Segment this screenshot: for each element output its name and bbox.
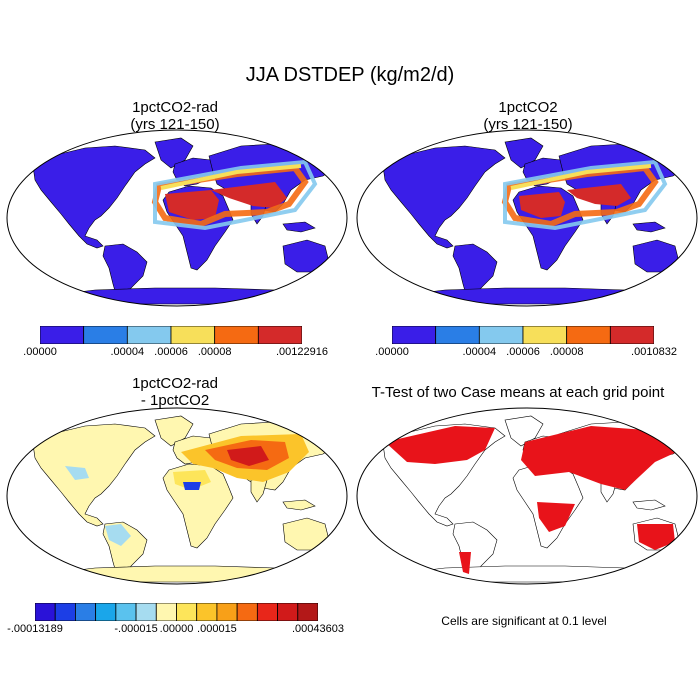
cb3-swatch bbox=[216, 603, 238, 621]
cb3-swatch bbox=[236, 603, 258, 621]
cb1-tick-label: .00004 bbox=[110, 346, 145, 358]
cb3-tick-label: .00043603 bbox=[292, 623, 344, 635]
map-panel-2 bbox=[356, 129, 698, 307]
main-title: JJA DSTDEP (kg/m2/d) bbox=[245, 64, 455, 86]
panel-3-title: 1pctCO2-rad - 1pctCO2 bbox=[45, 375, 305, 409]
cb3-swatch bbox=[135, 603, 157, 621]
cb3-swatch bbox=[35, 603, 56, 621]
cb3-swatch bbox=[155, 603, 177, 621]
map-panel-1 bbox=[6, 129, 348, 307]
cb3-tick-label: .000015 bbox=[197, 623, 237, 635]
cb2-swatch bbox=[478, 326, 524, 344]
cb2-tick-label: .00006 bbox=[506, 346, 540, 358]
panel-3-title-line1: 1pctCO2-rad bbox=[132, 375, 218, 392]
cb2-tick-label: .00004 bbox=[462, 346, 497, 358]
cb2-swatch bbox=[392, 326, 437, 344]
colorbar-3 bbox=[35, 603, 318, 621]
colorbar-1 bbox=[40, 326, 302, 344]
cb1-tick-label: .00006 bbox=[154, 346, 188, 358]
cb1-swatch bbox=[170, 326, 216, 344]
cb3-tick-label: .00000 bbox=[159, 623, 194, 635]
significance-note: Cells are significant at 0.1 level bbox=[441, 614, 607, 628]
panel-4-title-line1: T-Test of two Case means at each grid po… bbox=[371, 384, 665, 401]
cb3-swatch bbox=[297, 603, 318, 621]
cb2-tick-label: .00000 bbox=[375, 346, 409, 358]
map-panel-4 bbox=[356, 407, 698, 585]
cb3-swatch bbox=[95, 603, 117, 621]
cb1-tick-label: .00122916 bbox=[276, 346, 328, 358]
cb2-swatch bbox=[609, 326, 654, 344]
panel-4-title: T-Test of two Case means at each grid po… bbox=[348, 384, 688, 401]
cb1-swatch bbox=[40, 326, 85, 344]
panel-1-title: 1pctCO2-rad (yrs 121-150) bbox=[45, 99, 305, 133]
colorbar-2 bbox=[392, 326, 654, 344]
cb3-swatch bbox=[196, 603, 218, 621]
cb1-tick-label: .00000 bbox=[23, 346, 57, 358]
panel-1-title-line1: 1pctCO2-rad bbox=[132, 99, 218, 116]
cb1-swatch bbox=[214, 326, 259, 344]
cb3-swatch bbox=[256, 603, 278, 621]
cb3-swatch bbox=[54, 603, 76, 621]
cb2-swatch bbox=[522, 326, 568, 344]
cb2-swatch bbox=[435, 326, 480, 344]
cb3-swatch bbox=[277, 603, 299, 621]
cb1-tick-label: .00008 bbox=[197, 346, 232, 358]
panel-2-title: 1pctCO2 (yrs 121-150) bbox=[398, 99, 658, 133]
cb3-tick-label: -.000015 bbox=[114, 623, 158, 635]
panel-2-title-line1: 1pctCO2 bbox=[498, 99, 558, 116]
cb1-swatch bbox=[257, 326, 302, 344]
cb3-swatch bbox=[75, 603, 97, 621]
cb1-swatch bbox=[83, 326, 128, 344]
cb3-tick-label: -.00013189 bbox=[7, 623, 63, 635]
cb1-swatch bbox=[126, 326, 172, 344]
panel-1-title-line2: (yrs 121-150) bbox=[130, 116, 220, 133]
panel-3-title-line2: - 1pctCO2 bbox=[140, 392, 210, 409]
cb2-tick-label: .00008 bbox=[549, 346, 584, 358]
cb3-swatch bbox=[115, 603, 137, 621]
cb2-swatch bbox=[566, 326, 611, 344]
cb3-swatch bbox=[176, 603, 198, 621]
cb2-tick-label: .0010832 bbox=[631, 346, 677, 358]
map-panel-3 bbox=[6, 407, 348, 585]
panel-2-title-line2: (yrs 121-150) bbox=[483, 116, 573, 133]
